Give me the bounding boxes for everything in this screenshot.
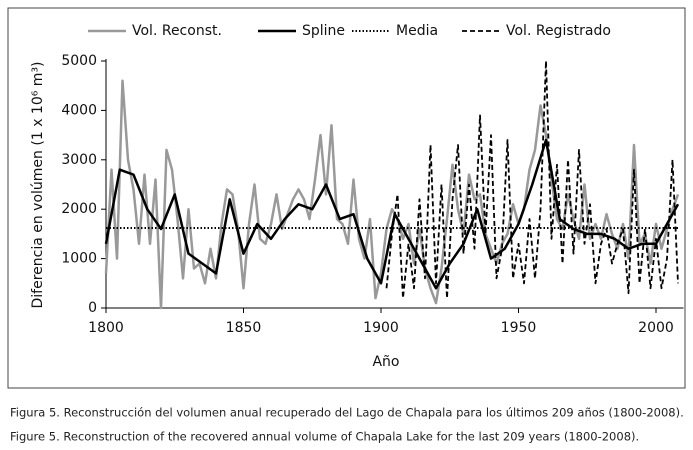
caption-en: Figure 5. Reconstruction of the recovere… (10, 430, 639, 444)
y-tick-label: 0 (88, 300, 97, 316)
legend-label: Media (396, 23, 438, 39)
y-axis-label: Diferencia en volúmen (1 x 10⁶ m³) (30, 61, 46, 308)
frame (7, 7, 686, 389)
y-tick-label: 4000 (61, 102, 97, 118)
y-tick-label: 2000 (61, 201, 97, 217)
legend-label: Vol. Reconst. (132, 23, 222, 39)
legend-label: Spline (302, 23, 345, 39)
x-tick-label: 1800 (88, 320, 124, 336)
series-line (104, 138, 680, 290)
y-tick-label: 3000 (61, 152, 97, 168)
series-line (104, 79, 680, 310)
x-tick-label: 1850 (226, 320, 262, 336)
x-axis-label: Año (372, 354, 399, 370)
series-line (385, 60, 679, 300)
legend-label: Vol. Registrado (506, 23, 611, 39)
caption-es: Figura 5. Reconstrucción del volumen anu… (10, 406, 684, 420)
x-tick-label: 1950 (501, 320, 537, 336)
x-tick-label: 2000 (638, 320, 674, 336)
y-tick-label: 1000 (61, 251, 97, 267)
y-tick-label: 5000 (61, 53, 97, 69)
x-tick-label: 1900 (363, 320, 399, 336)
